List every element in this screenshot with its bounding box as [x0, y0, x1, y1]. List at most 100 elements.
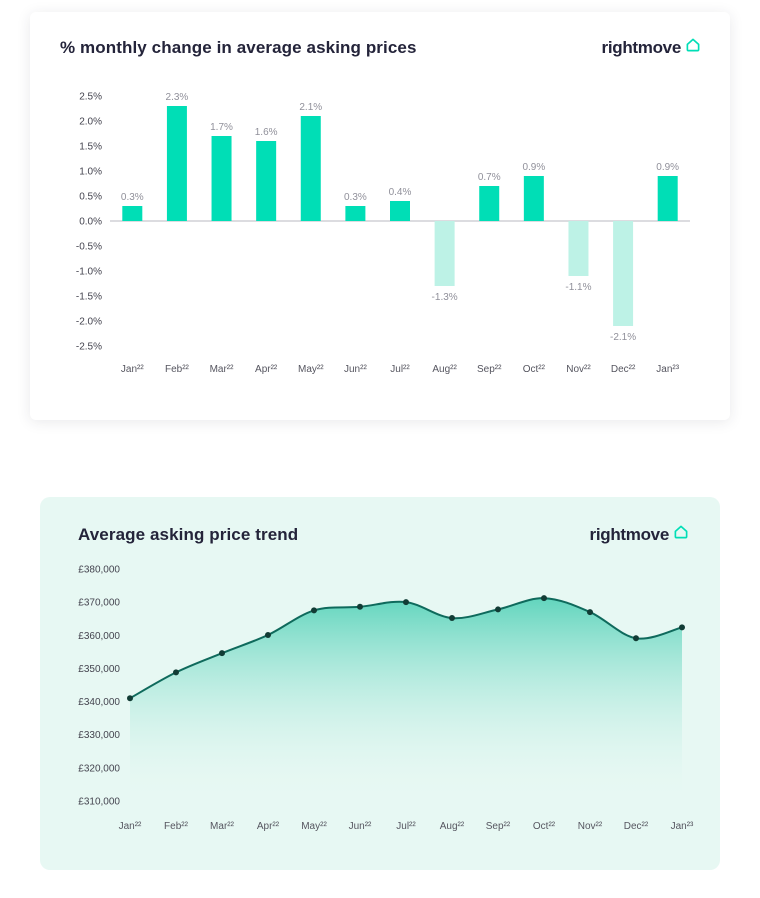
y-tick-label: -1.0%: [76, 267, 102, 278]
x-axis-label: Dec²²: [611, 364, 636, 375]
y-tick-label: 0.5%: [79, 192, 102, 203]
x-axis-label: Jul²²: [390, 364, 410, 375]
monthly-change-header: % monthly change in average asking price…: [30, 12, 730, 58]
x-axis-label: Nov²²: [566, 364, 591, 375]
x-axis-label: Dec²²: [624, 821, 649, 832]
x-axis-label: May²²: [301, 821, 327, 832]
x-axis-label: Sep²²: [477, 364, 502, 375]
bar-value-label: 0.7%: [478, 172, 501, 183]
x-axis-label: Jun²²: [349, 821, 372, 832]
y-tick-label: 1.5%: [79, 142, 102, 153]
data-point-Feb²²: [173, 669, 179, 676]
bar-Sep²²: [479, 186, 500, 221]
y-tick-label: -2.5%: [76, 342, 102, 353]
data-point-Jan²²: [127, 695, 133, 702]
line-chart-title: Average asking price trend: [78, 525, 299, 544]
bar-Oct²²: [523, 176, 544, 221]
bar-Aug²²: [434, 221, 455, 286]
x-axis-label: Oct²²: [523, 364, 546, 375]
rightmove-house-icon: [674, 525, 688, 539]
bar-Feb²²: [166, 106, 187, 221]
area-fill: [130, 598, 682, 801]
y-tick-label: £310,000: [78, 797, 120, 808]
x-axis-label: Feb²²: [165, 364, 190, 375]
bar-Jan²²: [122, 206, 143, 221]
x-axis-label: Jan²³: [656, 364, 679, 375]
rightmove-wordmark: rightmove: [601, 38, 682, 57]
bar-value-label: 2.1%: [299, 102, 322, 113]
bar-Mar²²: [211, 136, 232, 221]
x-axis-label: Mar²²: [210, 364, 235, 375]
x-axis-label: Jun²²: [344, 364, 367, 375]
y-tick-label: 2.5%: [79, 92, 102, 103]
x-axis-label: Aug²²: [440, 821, 465, 832]
bar-value-label: -1.1%: [565, 282, 591, 293]
y-tick-label: £350,000: [78, 664, 120, 675]
y-tick-label: 1.0%: [79, 167, 102, 178]
x-axis-label: Jan²²: [119, 821, 142, 832]
y-tick-label: £320,000: [78, 763, 120, 774]
y-tick-label: 0.0%: [79, 217, 102, 228]
y-tick-label: £380,000: [78, 565, 120, 576]
data-point-Aug²²: [449, 615, 455, 622]
y-tick-label: 2.0%: [79, 117, 102, 128]
data-point-Jun²²: [357, 603, 363, 610]
y-tick-label: £340,000: [78, 697, 120, 708]
data-point-Jul²²: [403, 599, 409, 606]
bar-value-label: 0.3%: [344, 192, 367, 203]
data-point-Dec²²: [633, 635, 639, 642]
x-axis-label: Mar²²: [210, 821, 235, 832]
line-chart: £380,000 £370,000 £360,000 £350,000 £340,000…: [78, 565, 694, 833]
bar-Apr²²: [256, 141, 277, 221]
y-tick-label: £370,000: [78, 598, 120, 609]
rightmove-logo: rightmove: [602, 38, 702, 58]
bar-Dec²²: [613, 221, 634, 326]
x-axis-label: Apr²²: [257, 821, 280, 832]
bar-value-label: 0.9%: [656, 162, 679, 173]
bar-May²²: [300, 116, 321, 221]
bar-Nov²²: [568, 221, 589, 276]
bar-value-label: -2.1%: [610, 332, 636, 343]
x-axis-label: Feb²²: [164, 821, 189, 832]
data-point-Mar²²: [219, 650, 225, 657]
x-axis-label: Nov²²: [578, 821, 603, 832]
data-point-Apr²²: [265, 631, 271, 638]
data-point-Jan²³: [679, 624, 685, 631]
data-point-Nov²²: [587, 609, 593, 616]
data-point-May²²: [311, 607, 317, 614]
bar-Jul²²: [390, 201, 410, 221]
bar-Jan²³: [657, 176, 678, 221]
monthly-change-card: % monthly change in average asking price…: [30, 12, 730, 420]
bar-chart: 2.5% 2.0% 1.5% 1.0% 0.5% 0.0% -0.5% -1.0% -1.5% -…: [76, 92, 690, 375]
x-axis-label: Jan²²: [121, 364, 144, 375]
price-trend-header: Average asking price trend rightmove: [40, 497, 720, 545]
price-trend-card: Average asking price trend rightmove £38…: [40, 497, 720, 870]
bar-chart-title: % monthly change in average asking price…: [60, 38, 417, 57]
bar-value-label: 1.6%: [255, 127, 278, 138]
bar-Jun²²: [345, 206, 366, 221]
rightmove-logo: rightmove: [590, 525, 690, 545]
bar-value-label: 0.3%: [121, 192, 144, 203]
x-axis-label: Sep²²: [486, 821, 511, 832]
data-point-Sep²²: [495, 606, 501, 613]
x-axis-label: Oct²²: [533, 821, 556, 832]
rightmove-wordmark: rightmove: [589, 525, 670, 544]
bar-value-label: -1.3%: [432, 292, 458, 303]
y-tick-label: -0.5%: [76, 242, 102, 253]
x-axis-label: Apr²²: [255, 364, 278, 375]
y-tick-label: -1.5%: [76, 292, 102, 303]
y-tick-label: -2.0%: [76, 317, 102, 328]
bar-value-label: 1.7%: [210, 122, 233, 133]
x-axis-label: Aug²²: [432, 364, 457, 375]
x-axis-label: Jul²²: [396, 821, 416, 832]
x-axis-label: May²²: [298, 364, 324, 375]
data-point-Oct²²: [541, 595, 547, 602]
bar-value-label: 0.9%: [522, 162, 545, 173]
x-axis-label: Jan²³: [671, 821, 694, 832]
bar-value-label: 0.4%: [389, 187, 412, 198]
y-tick-label: £360,000: [78, 631, 120, 642]
y-tick-label: £330,000: [78, 730, 120, 741]
bar-value-label: 2.3%: [166, 92, 189, 103]
rightmove-house-icon: [686, 38, 700, 52]
